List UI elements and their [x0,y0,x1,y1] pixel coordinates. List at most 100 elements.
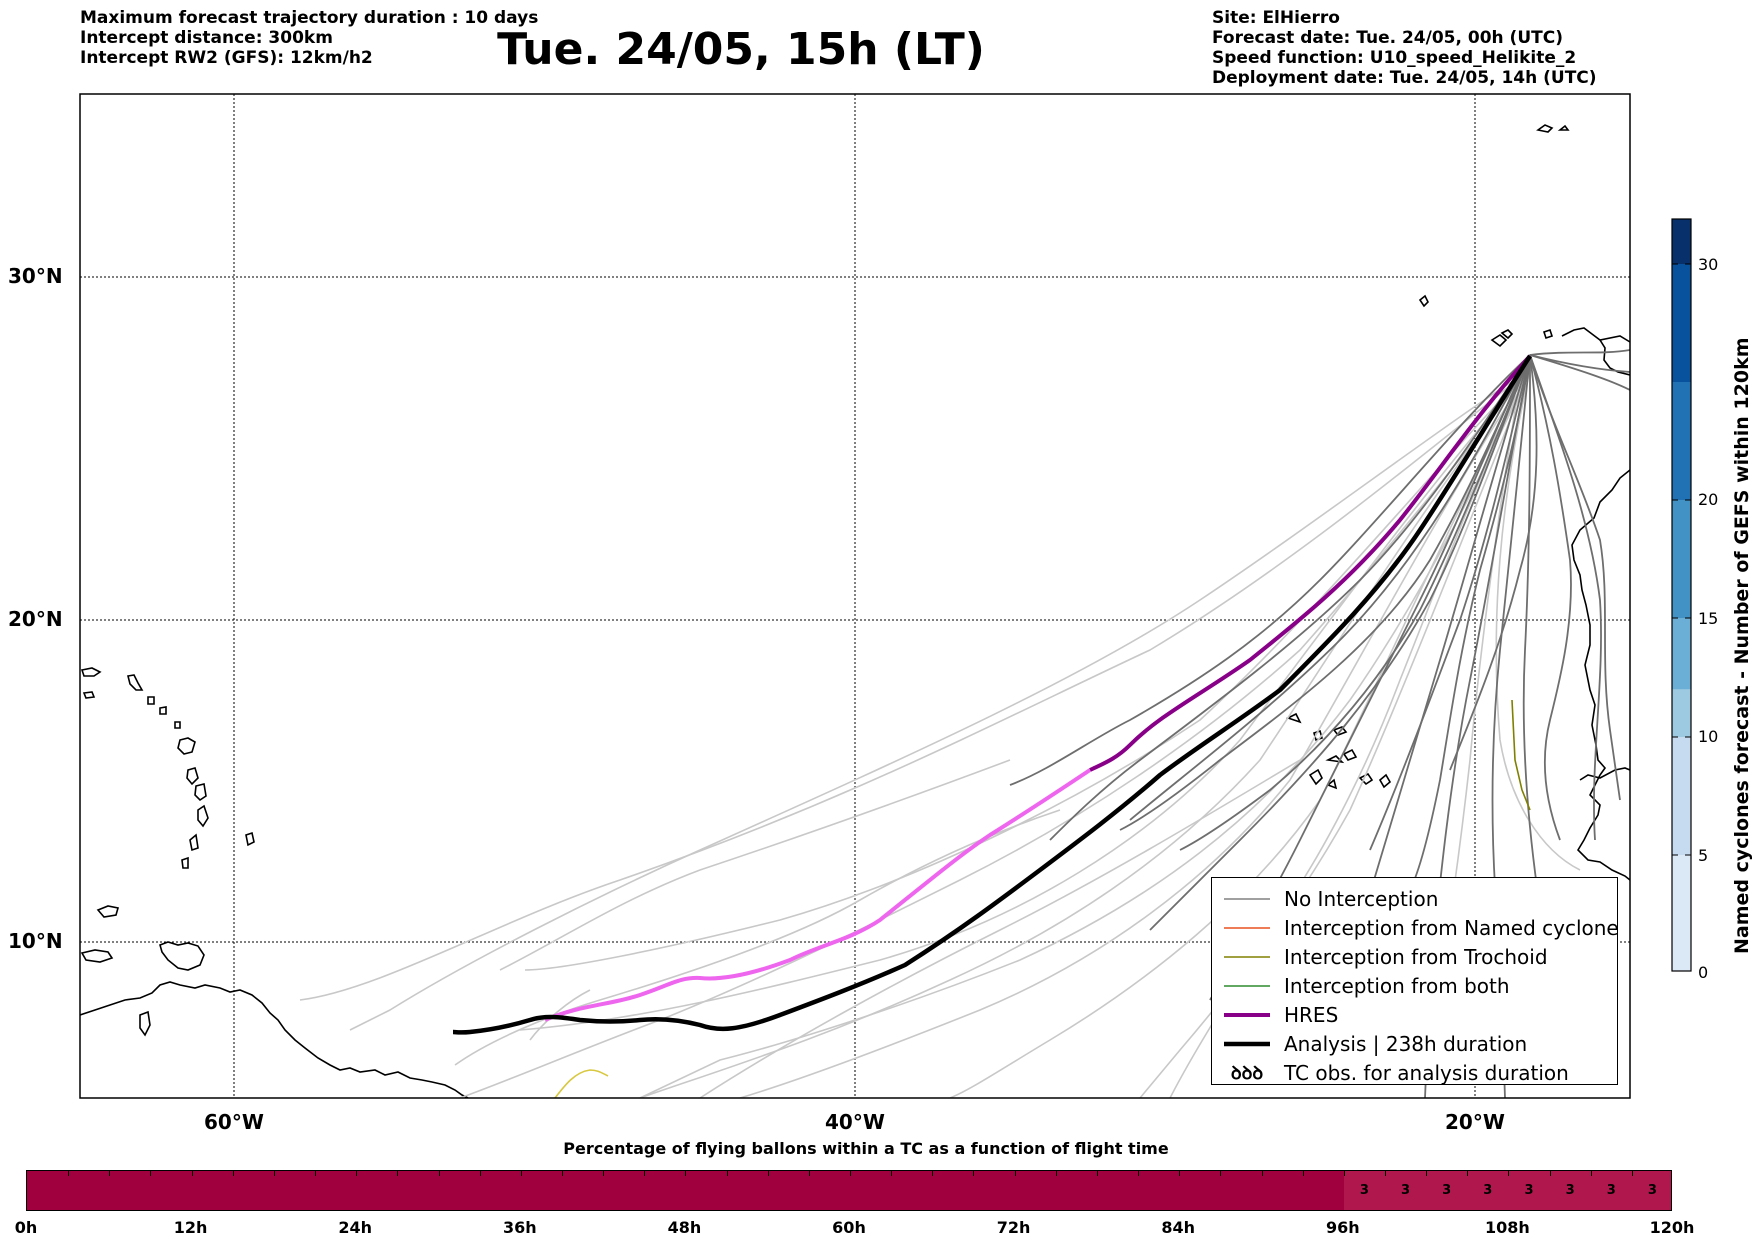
lat-label-10n: 10°N [8,929,63,953]
trochoid-interception-segment [1511,699,1531,811]
flight-time-minor-tick [808,1171,810,1176]
flight-time-tick-label: 12h [173,1218,208,1237]
lon-label-40w: 40°W [825,1110,885,1134]
deployment-date-text: Deployment date: Tue. 24/05, 14h (UTC) [1212,68,1597,88]
run-parameters: Maximum forecast trajectory duration : 1… [80,8,538,68]
tc-symbol-icon: ꝺꝺꝺ [1230,1063,1264,1084]
flight-time-minor-tick [1343,1171,1345,1176]
flight-time-minor-tick [273,1171,275,1176]
colorbar-label: Named cyclones forecast - Number of GEFS… [1731,337,1752,954]
yellow-segment [554,1069,609,1098]
flight-time-value: 3 [1483,1183,1493,1198]
flight-time-value: 3 [1524,1183,1534,1198]
flight-time-minor-tick [191,1171,193,1176]
flight-time-minor-tick [1508,1171,1510,1176]
forecast-date-text: Forecast date: Tue. 24/05, 00h (UTC) [1212,28,1563,48]
legend-label: Interception from both [1284,974,1510,998]
flight-time-minor-tick [109,1171,111,1176]
flight-time-value: 3 [1442,1183,1452,1198]
max-duration-text: Maximum forecast trajectory duration : 1… [80,8,539,28]
colorbar-tick: 10 [1698,727,1719,746]
colorbar-band [1672,737,1691,855]
site-text: Site: ElHierro [1212,8,1340,28]
flight-time-title-text: Percentage of flying ballons within a TC… [563,1139,1169,1158]
flight-time-minor-tick [891,1171,893,1176]
legend-label: Interception from Trochoid [1284,945,1548,969]
flight-time-minor-tick [767,1171,769,1176]
flight-time-tick-label: 48h [667,1218,702,1237]
flight-time-tick-label: 24h [338,1218,373,1237]
legend-item-both: Interception from both [1212,972,1617,1000]
lat-label-20n: 20°N [8,607,63,631]
flight-time-minor-tick [850,1171,851,1176]
legend-label: TC obs. for analysis duration [1284,1061,1569,1085]
flight-time-minor-tick [397,1171,399,1176]
legend-item-tc-obs: ꝺꝺꝺ TC obs. for analysis duration [1212,1059,1617,1087]
map-frame [79,93,1631,1099]
lat-label-30n: 30°N [8,264,63,288]
colorbar-band [1672,689,1691,737]
flight-time-minor-tick [1179,1171,1181,1176]
colorbar-band [1672,618,1691,690]
flight-time-minor-tick [68,1171,70,1176]
legend-item-no-interception: No Interception [1212,885,1617,913]
flight-time-minor-tick [1220,1171,1222,1176]
flight-time-minor-tick [232,1171,234,1176]
colorbar-band [1672,382,1691,500]
lon-label-20w: 20°W [1445,1110,1505,1134]
flight-time-minor-tick [1426,1171,1428,1176]
speed-function-text: Speed function: U10_speed_Helikite_2 [1212,48,1577,68]
colorbar-band [1672,500,1691,618]
legend-item-trochoid: Interception from Trochoid [1212,943,1617,971]
colorbar-band [1672,264,1691,382]
flight-time-minor-tick [932,1171,934,1176]
flight-time-minor-tick [1384,1171,1386,1176]
page-title: Tue. 24/05, 15h (LT) [0,24,1752,75]
flight-time-minor-tick [315,1171,317,1176]
flight-time-tick-label: 108h [1484,1218,1530,1237]
legend-label: Analysis | 238h duration [1284,1032,1528,1056]
tc-percentage-segment [1344,1171,1671,1210]
colorbar-band [1672,855,1691,971]
flight-time-minor-tick [1261,1171,1263,1176]
flight-time-tick-label: 60h [832,1218,866,1237]
title-text: Tue. 24/05, 15h (LT) [497,24,985,75]
colorbar-tick: 20 [1698,490,1719,509]
hres-trajectory-late [544,768,1092,1022]
flight-time-value: 3 [1606,1183,1616,1198]
flight-time-bar: 3 3 3 3 3 3 3 3 [26,1170,1672,1211]
colorbar-band [1672,219,1691,264]
flight-time-minor-tick [1014,1171,1016,1176]
flight-time-minor-tick [479,1171,481,1176]
flight-time-minor-tick [438,1171,440,1176]
flight-time-tick-label: 0h [14,1218,38,1237]
flight-time-tick-label: 36h [502,1218,537,1237]
flight-time-minor-tick [356,1171,358,1176]
legend-item-hres: HRES [1212,1001,1617,1029]
colorbar [1671,218,1692,972]
flight-time-minor-tick [561,1171,563,1176]
flight-time-minor-tick [1138,1171,1140,1176]
flight-time-minor-tick [1590,1171,1592,1176]
flight-time-tick-label: 84h [1161,1218,1196,1237]
legend-item-analysis: Analysis | 238h duration [1212,1030,1617,1058]
light-ensemble-trajectories [299,369,1581,1098]
analysis-trajectory [452,354,1532,1035]
flight-time-value: 3 [1359,1183,1369,1198]
legend: No Interception Interception from Named … [1211,877,1619,1087]
flight-time-title: Percentage of flying ballons within a TC… [0,1139,1752,1158]
flight-time-value: 3 [1400,1183,1411,1198]
intercept-distance-text: Intercept distance: 300km [80,28,333,48]
flight-time-minor-tick [603,1171,605,1176]
flight-time-minor-tick [520,1171,522,1176]
colorbar-tick: 0 [1698,963,1709,982]
flight-time-value: 3 [1647,1183,1657,1198]
colorbar-frame [1671,218,1692,972]
flight-time-minor-tick [973,1171,975,1176]
flight-time-minor-tick [1055,1171,1057,1176]
flight-time-minor-tick [644,1171,646,1176]
flight-time-tick-label: 72h [996,1218,1031,1237]
intercept-rw2-text: Intercept RW2 (GFS): 12km/h2 [80,48,373,68]
flight-time-minor-tick [1302,1171,1304,1176]
flight-time-tick-label: 96h [1325,1218,1360,1237]
